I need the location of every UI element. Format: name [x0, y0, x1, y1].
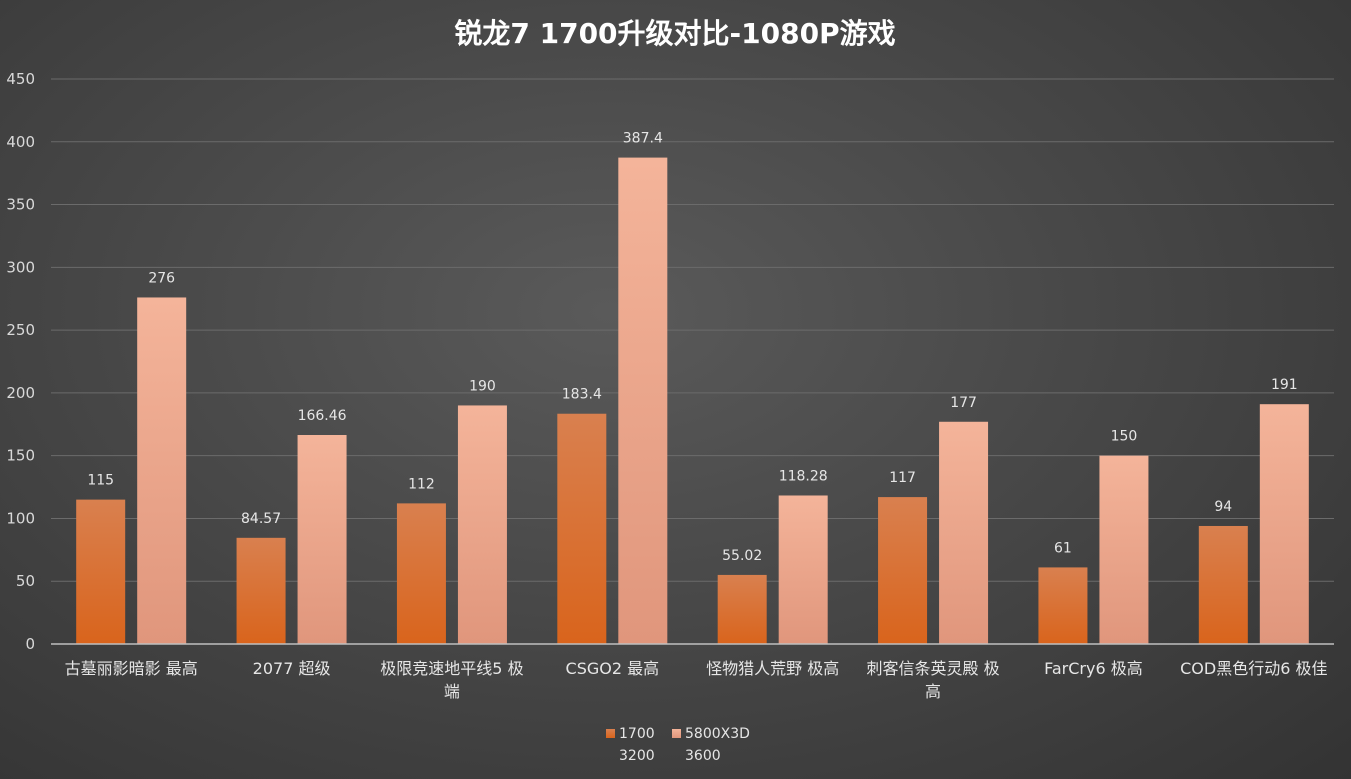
bar	[1038, 567, 1088, 644]
y-tick-label: 200	[6, 384, 35, 402]
legend-label: 5800X3D	[685, 726, 750, 742]
data-label: 177	[950, 395, 977, 411]
y-axis-ticks: 0 50 100 150 200 250 300 350 400 450	[6, 70, 35, 653]
legend-label: 3600	[685, 748, 721, 764]
x-tick-label: FarCry6 极高	[1044, 659, 1143, 678]
data-label: 183.4	[562, 387, 602, 403]
y-tick-label: 50	[16, 572, 35, 590]
y-tick-label: 450	[6, 70, 35, 88]
data-label: 61	[1054, 540, 1072, 556]
gridlines	[51, 78, 1334, 582]
x-tick-label: CSGO2 最高	[566, 659, 660, 678]
bar	[457, 405, 507, 644]
y-tick-label: 250	[6, 321, 35, 339]
bars	[76, 157, 1309, 644]
x-tick-label: 高	[925, 682, 941, 701]
y-tick-label: 150	[6, 447, 35, 465]
x-axis-ticks: 古墓丽影暗影 最高 2077 超级 极限竞速地平线5 极端 CSGO2 最高 怪物猎人荒…	[65, 659, 1328, 701]
data-label: 190	[469, 378, 496, 394]
bar	[137, 297, 187, 644]
bar	[618, 157, 668, 644]
data-label: 166.46	[298, 408, 347, 424]
bar	[778, 495, 828, 644]
y-tick-label: 100	[6, 509, 35, 527]
data-label: 55.02	[722, 548, 762, 564]
data-label: 112	[408, 476, 435, 492]
y-tick-label: 350	[6, 196, 35, 214]
data-label: 94	[1214, 499, 1232, 515]
data-label: 84.57	[241, 511, 281, 527]
x-tick-label: 端	[444, 682, 460, 701]
bar	[717, 574, 767, 644]
legend-swatch	[606, 729, 615, 738]
chart-title: 锐龙7 1700升级对比-1080P游戏	[454, 17, 895, 50]
data-label: 117	[889, 470, 916, 486]
bar	[878, 497, 928, 644]
bar	[1259, 404, 1309, 644]
data-label: 387.4	[623, 131, 663, 147]
x-tick-label: 极限竞速地平线5 极	[380, 659, 523, 678]
y-tick-label: 400	[6, 133, 35, 151]
data-label: 150	[1111, 429, 1138, 445]
bar	[939, 421, 989, 644]
x-tick-label: 刺客信条英灵殿 极	[867, 659, 1000, 678]
x-tick-label: 2077 超级	[253, 659, 331, 678]
bar	[76, 499, 126, 644]
data-labels: 115 276 84.57 166.46 112 190 183.4 387.4 55.02 11…	[87, 131, 1297, 564]
x-tick-label: 古墓丽影暗影 最高	[65, 659, 198, 678]
bar	[1099, 455, 1149, 644]
bar	[557, 413, 607, 644]
legend-label: 1700	[619, 726, 655, 742]
y-tick-label: 0	[25, 635, 35, 653]
x-tick-label: COD黑色行动6 极佳	[1180, 659, 1327, 678]
data-label: 276	[148, 270, 175, 286]
y-tick-label: 300	[6, 258, 35, 276]
legend-label: 3200	[619, 748, 655, 764]
bar	[236, 537, 286, 644]
data-label: 191	[1271, 377, 1298, 393]
x-tick-label: 怪物猎人荒野 极高	[706, 659, 839, 678]
data-label: 118.28	[779, 468, 828, 484]
legend: 1700 3200 5800X3D 3600	[606, 726, 750, 764]
legend-swatch	[672, 729, 681, 738]
bar	[1198, 525, 1248, 644]
data-label: 115	[87, 473, 114, 489]
bar	[396, 503, 446, 644]
bar	[297, 435, 347, 644]
